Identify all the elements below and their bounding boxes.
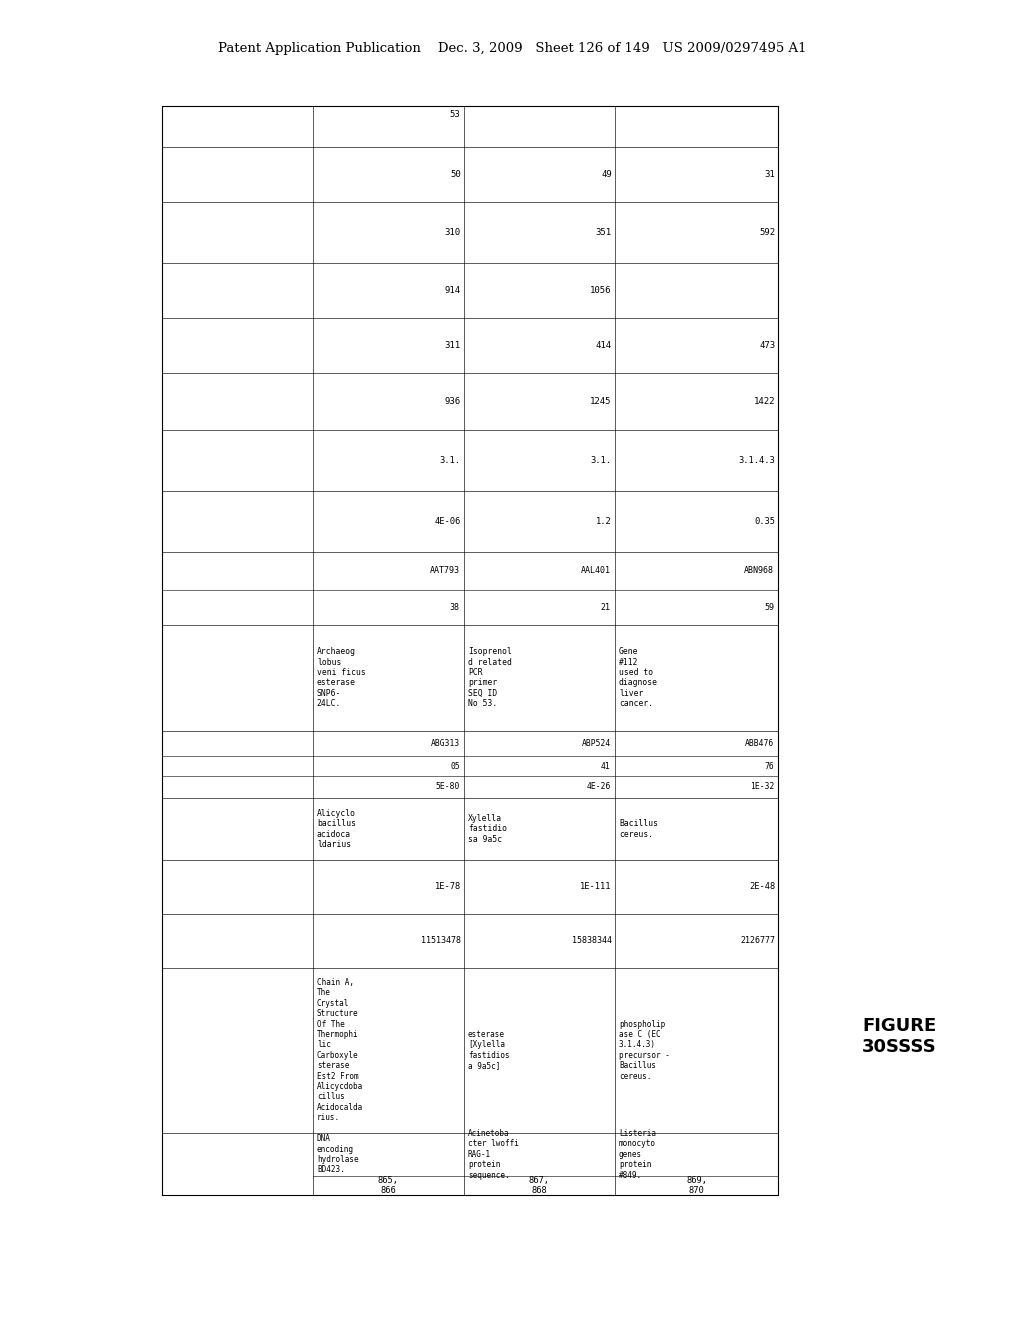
Text: 414: 414 <box>596 341 611 350</box>
Text: Bacillus
cereus.: Bacillus cereus. <box>618 820 658 838</box>
Text: 869,
870: 869, 870 <box>686 1176 707 1195</box>
Text: 31: 31 <box>765 170 775 180</box>
Text: 914: 914 <box>444 286 461 294</box>
Text: 1245: 1245 <box>590 397 611 407</box>
Text: 49: 49 <box>601 170 611 180</box>
Text: 41: 41 <box>601 762 610 771</box>
Text: 3.1.4.3: 3.1.4.3 <box>738 455 775 465</box>
Text: 1E-78: 1E-78 <box>434 883 461 891</box>
Text: Isoprenol
d related
PCR
primer
SEQ ID
No 53.: Isoprenol d related PCR primer SEQ ID No… <box>468 647 512 708</box>
Text: 50: 50 <box>450 170 461 180</box>
Text: DNA
encoding
hydrolase
BD423.: DNA encoding hydrolase BD423. <box>316 1134 358 1175</box>
Text: Alicyclo
bacillus
acidoca
ldarius: Alicyclo bacillus acidoca ldarius <box>316 809 356 849</box>
Text: 1.2: 1.2 <box>596 517 611 525</box>
Text: Patent Application Publication    Dec. 3, 2009   Sheet 126 of 149   US 2009/0297: Patent Application Publication Dec. 3, 2… <box>218 42 806 55</box>
Text: 1056: 1056 <box>590 286 611 294</box>
Text: 865,
866: 865, 866 <box>378 1176 398 1195</box>
Text: ABG313: ABG313 <box>430 739 460 748</box>
Text: 05: 05 <box>450 762 460 771</box>
Text: 5E-80: 5E-80 <box>435 783 460 791</box>
Text: phospholip
ase C (EC
3.1.4.3)
precursor -
Bacillus
cereus.: phospholip ase C (EC 3.1.4.3) precursor … <box>618 1019 670 1081</box>
Text: 2126777: 2126777 <box>740 936 775 945</box>
Text: 1422: 1422 <box>754 397 775 407</box>
Text: 3.1.: 3.1. <box>439 455 461 465</box>
Text: 936: 936 <box>444 397 461 407</box>
Text: 4E-06: 4E-06 <box>434 517 461 525</box>
Bar <box>162 106 778 1195</box>
Text: 592: 592 <box>759 228 775 236</box>
Text: 867,
868: 867, 868 <box>528 1176 550 1195</box>
Text: ABN968: ABN968 <box>744 566 774 576</box>
Text: 11513478: 11513478 <box>421 936 461 945</box>
Text: 473: 473 <box>759 341 775 350</box>
Text: 21: 21 <box>601 603 610 611</box>
Text: 59: 59 <box>764 603 774 611</box>
Text: 1E-32: 1E-32 <box>750 783 774 791</box>
Text: AAL401: AAL401 <box>581 566 610 576</box>
Text: Acinetoba
cter lwoffi
RAG-1
protein
sequence.: Acinetoba cter lwoffi RAG-1 protein sequ… <box>468 1129 519 1180</box>
Text: 310: 310 <box>444 228 461 236</box>
Text: FIGURE
30SSSS: FIGURE 30SSSS <box>862 1016 936 1056</box>
Text: Xylella
fastidio
sa 9a5c: Xylella fastidio sa 9a5c <box>468 814 507 843</box>
Text: 53: 53 <box>449 110 460 119</box>
Text: 1E-111: 1E-111 <box>581 883 611 891</box>
Text: 3.1.: 3.1. <box>591 455 611 465</box>
Text: 351: 351 <box>596 228 611 236</box>
Text: AAT793: AAT793 <box>430 566 460 576</box>
Text: ABB476: ABB476 <box>744 739 774 748</box>
Text: 2E-48: 2E-48 <box>749 883 775 891</box>
Text: Archaeog
lobus
veni ficus
esterase
SNP6-
24LC.: Archaeog lobus veni ficus esterase SNP6-… <box>316 647 366 708</box>
Text: ABP524: ABP524 <box>582 739 610 748</box>
Text: Chain A,
The
Crystal
Structure
Of The
Thermophi
lic
Carboxyle
sterase
Est2 From
: Chain A, The Crystal Structure Of The Th… <box>316 978 364 1122</box>
Text: Listeria
monocyto
genes
protein
#849.: Listeria monocyto genes protein #849. <box>618 1129 656 1180</box>
Text: 15838344: 15838344 <box>571 936 611 945</box>
Text: 38: 38 <box>450 603 460 611</box>
Text: 4E-26: 4E-26 <box>587 783 610 791</box>
Text: Gene
#112
used to
diagnose
liver
cancer.: Gene #112 used to diagnose liver cancer. <box>618 647 658 708</box>
Text: esterase
[Xylella
fastidios
a 9a5c]: esterase [Xylella fastidios a 9a5c] <box>468 1030 510 1071</box>
Text: 76: 76 <box>764 762 774 771</box>
Text: 311: 311 <box>444 341 461 350</box>
Text: 0.35: 0.35 <box>754 517 775 525</box>
